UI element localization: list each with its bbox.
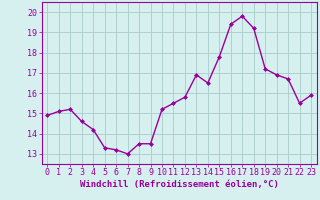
- X-axis label: Windchill (Refroidissement éolien,°C): Windchill (Refroidissement éolien,°C): [80, 180, 279, 189]
